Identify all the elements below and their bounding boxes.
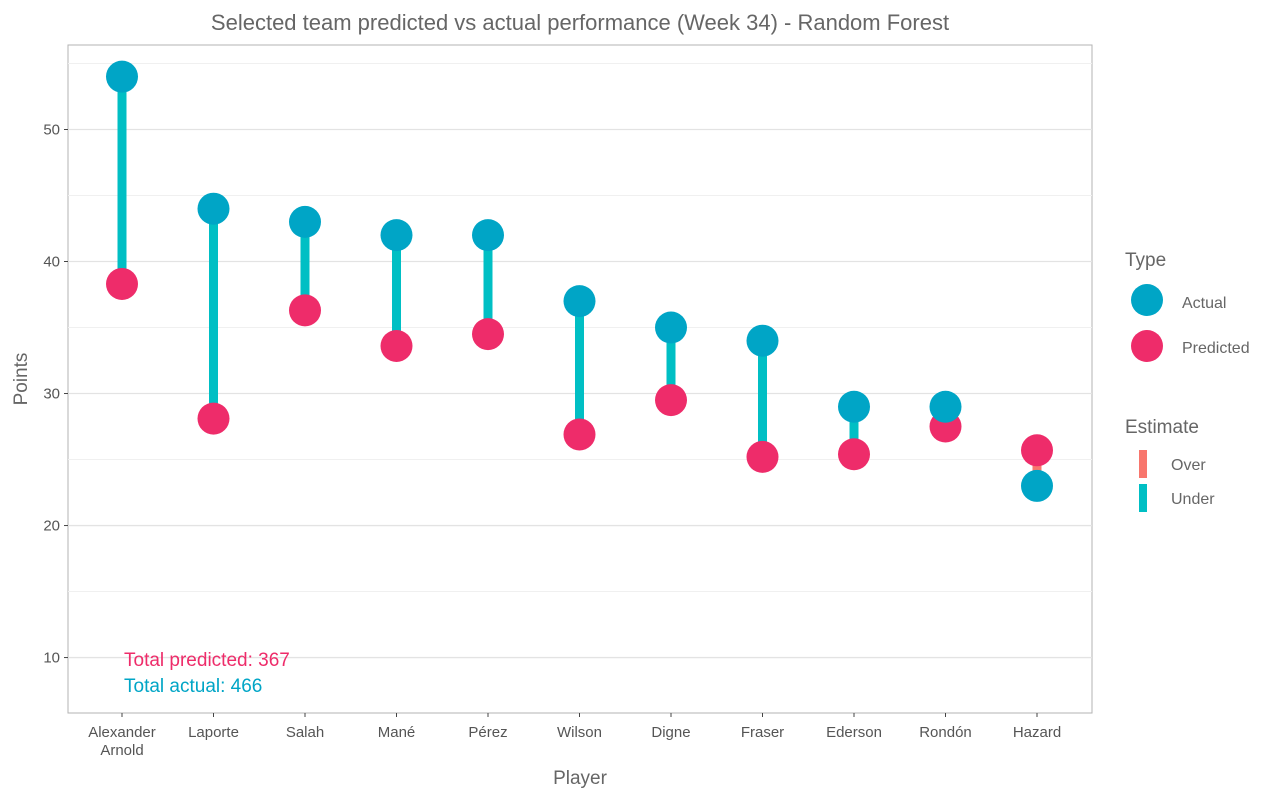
- legend-over-swatch: [1139, 450, 1147, 478]
- actual-point: [197, 192, 230, 225]
- x-tick-label: Mané: [378, 724, 416, 741]
- predicted-point: [746, 440, 779, 473]
- legend-estimate-title: Estimate: [1125, 417, 1199, 438]
- legend-actual-label: Actual: [1182, 295, 1226, 312]
- legend-actual-swatch: [1131, 284, 1163, 316]
- x-tick-label: Wilson: [557, 724, 602, 741]
- predicted-point: [380, 329, 413, 362]
- y-tick-label: 30: [43, 386, 60, 403]
- predicted-point: [563, 418, 596, 451]
- total-predicted-annotation: Total predicted: 367: [124, 650, 290, 671]
- x-tick-label: Pérez: [468, 724, 507, 741]
- y-tick-label: 20: [43, 518, 60, 535]
- actual-point: [106, 60, 138, 93]
- actual-point: [838, 390, 870, 423]
- x-axis-label: Player: [553, 768, 608, 789]
- y-tick-label: 40: [43, 254, 60, 271]
- total-actual-annotation: Total actual: 466: [124, 676, 262, 697]
- x-tick-label: Hazard: [1013, 724, 1061, 741]
- legend-predicted-swatch: [1131, 330, 1163, 362]
- legend-under-swatch: [1139, 484, 1147, 512]
- legend-type: Type Actual Predicted: [1125, 250, 1250, 362]
- predicted-point: [106, 267, 138, 300]
- predicted-point: [472, 318, 504, 351]
- y-axis-label: Points: [11, 353, 32, 406]
- x-tick-label: Ederson: [826, 724, 882, 741]
- actual-point: [563, 285, 596, 318]
- y-tick-label: 10: [43, 650, 60, 667]
- predicted-point: [197, 402, 230, 435]
- legend-over-label: Over: [1171, 457, 1206, 474]
- legend-type-title: Type: [1125, 250, 1166, 271]
- actual-point: [929, 390, 962, 423]
- x-tick-label: Digne: [651, 724, 690, 741]
- predicted-point: [289, 294, 321, 327]
- y-tick-label: 50: [43, 121, 60, 138]
- actual-point: [746, 324, 779, 357]
- actual-point: [472, 219, 504, 252]
- predicted-point: [838, 438, 870, 471]
- actual-point: [1021, 469, 1053, 502]
- legend-predicted-label: Predicted: [1182, 340, 1250, 357]
- actual-point: [655, 311, 687, 344]
- x-tick-label: Salah: [286, 724, 324, 741]
- predicted-point: [1021, 434, 1053, 467]
- x-tick-label: Laporte: [188, 724, 239, 741]
- actual-point: [380, 219, 413, 252]
- x-tick-label: Rondón: [919, 724, 972, 741]
- legend-under-label: Under: [1171, 491, 1215, 508]
- x-tick-label: Fraser: [741, 724, 784, 741]
- predicted-point: [655, 384, 687, 417]
- x-tick-label: Alexander Arnold: [88, 724, 156, 759]
- actual-point: [289, 205, 321, 238]
- legend-estimate: Estimate Over Under: [1125, 417, 1215, 512]
- chart-title: Selected team predicted vs actual perfor…: [211, 10, 949, 35]
